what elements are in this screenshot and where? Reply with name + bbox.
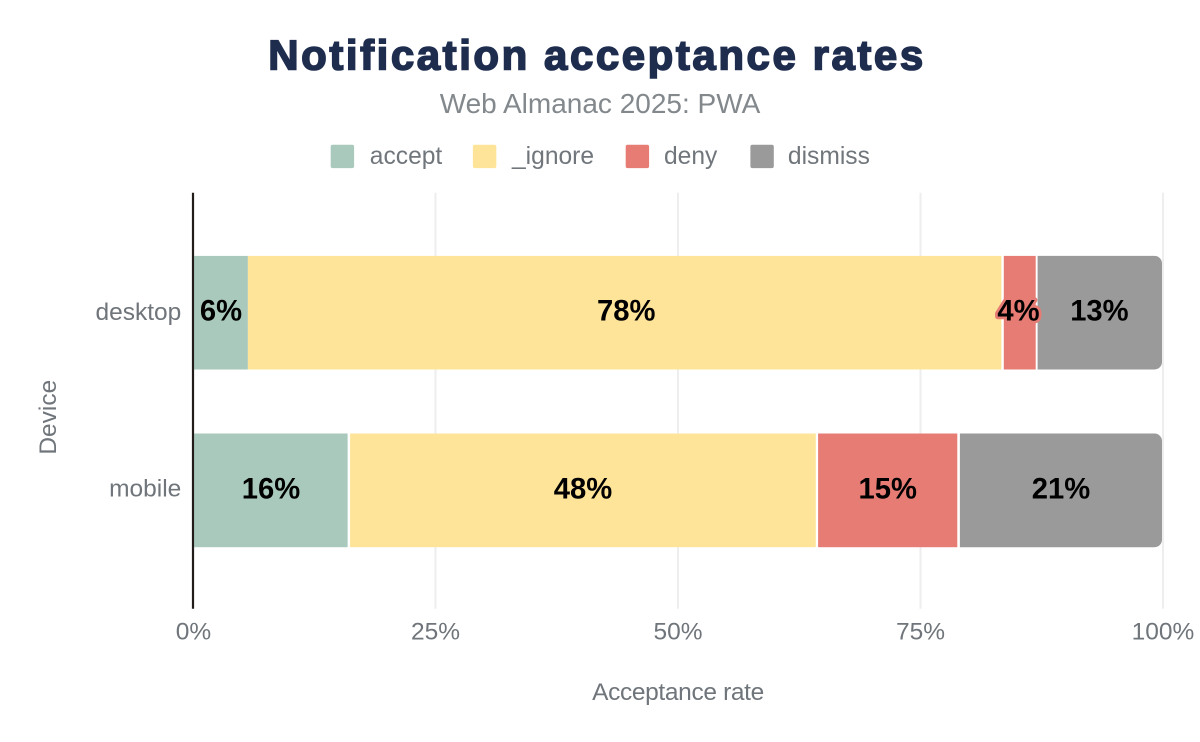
svg-text:Web Almanac 2025: PWA: Web Almanac 2025: PWA — [440, 88, 761, 119]
svg-text:50%: 50% — [653, 619, 702, 646]
svg-text:accept: accept — [370, 143, 443, 170]
svg-text:Device: Device — [35, 380, 62, 455]
svg-text:desktop: desktop — [95, 299, 181, 326]
svg-text:78%: 78% — [597, 296, 655, 328]
svg-text:Acceptance rate: Acceptance rate — [592, 679, 764, 706]
svg-text:25%: 25% — [411, 619, 460, 646]
svg-text:dismiss: dismiss — [788, 143, 870, 170]
svg-text:21%: 21% — [1032, 474, 1090, 506]
svg-text:0%: 0% — [176, 619, 211, 646]
svg-text:Notification acceptance rates: Notification acceptance rates — [268, 32, 925, 79]
svg-text:4%: 4% — [997, 296, 1039, 328]
svg-text:16%: 16% — [242, 474, 300, 506]
svg-text:100%: 100% — [1132, 619, 1195, 646]
svg-text:_ignore: _ignore — [511, 143, 594, 170]
svg-text:75%: 75% — [896, 619, 945, 646]
svg-text:deny: deny — [664, 143, 718, 170]
svg-text:13%: 13% — [1070, 296, 1128, 328]
svg-text:6%: 6% — [200, 296, 242, 328]
svg-text:48%: 48% — [554, 474, 612, 506]
svg-text:15%: 15% — [858, 474, 916, 506]
svg-text:mobile: mobile — [109, 476, 181, 503]
